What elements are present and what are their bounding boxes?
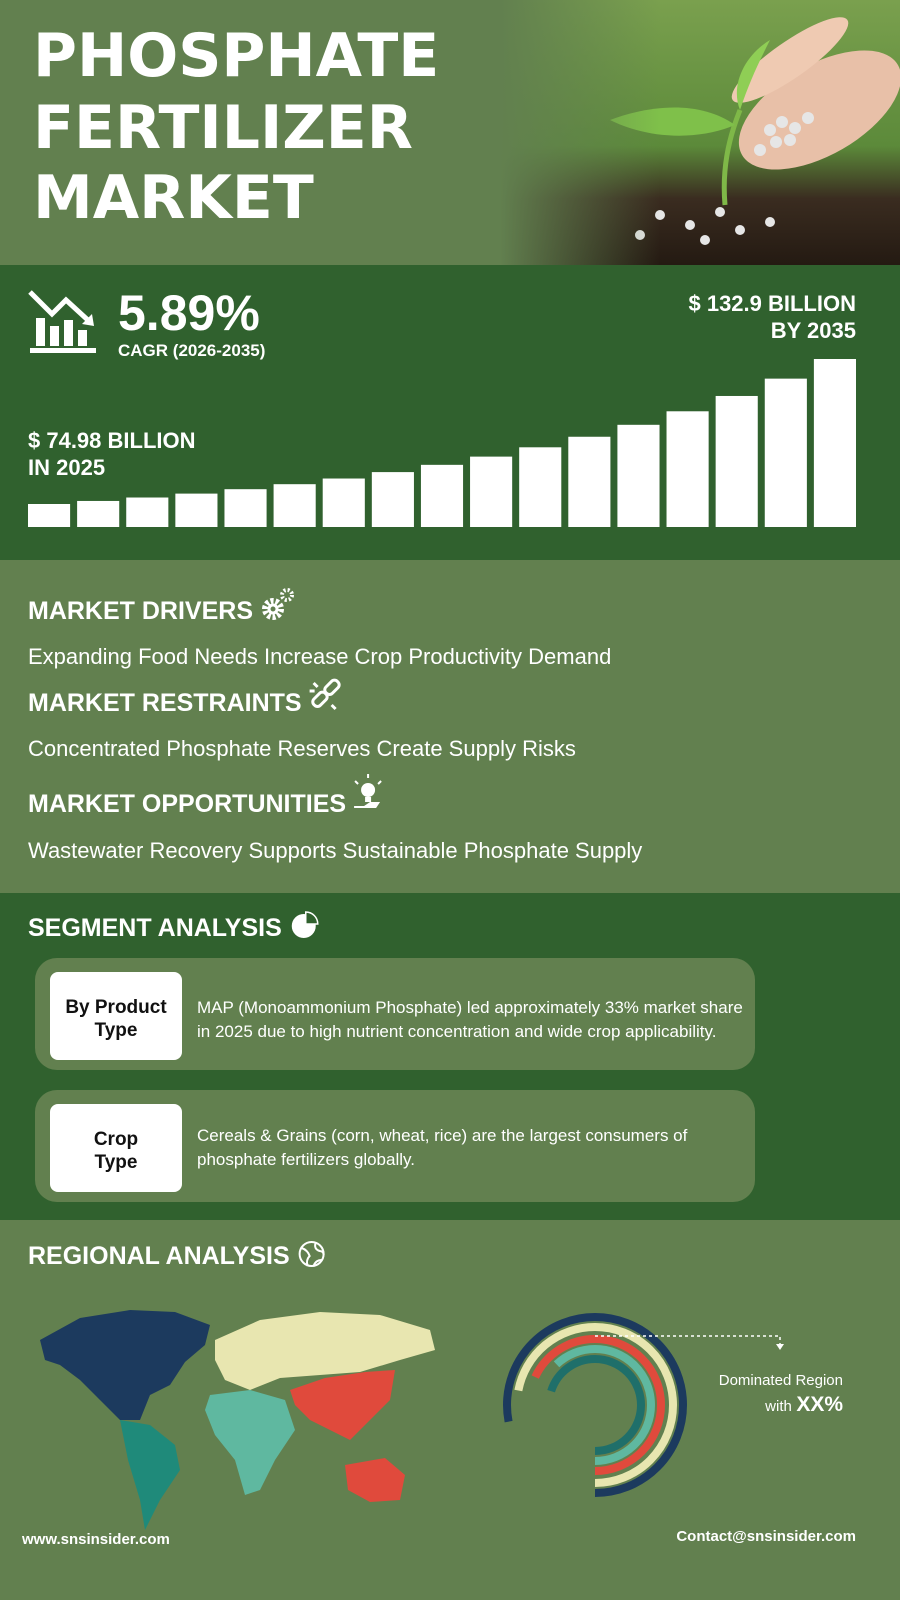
section-text: Expanding Food Needs Increase Crop Produ… [28,644,611,669]
growth-bar [224,489,267,527]
growth-bars [28,359,856,527]
cagr-label: CAGR (2026-2035) [118,341,265,360]
growth-bar [715,395,758,527]
photo-fade [500,0,660,265]
ring-arc [503,1313,687,1497]
dynamics-bg [0,560,900,893]
growth-bar [371,472,414,527]
growth-bar [666,411,709,527]
gears-icon [262,588,295,620]
segment-card [35,958,755,1070]
ring-arc [545,1355,645,1455]
section-heading: MARKET RESTRAINTS [28,689,302,717]
title-line: FERTILIZER [33,93,413,163]
regional-bg [0,1220,900,1600]
growth-bar [764,378,807,527]
pointer-arrow [776,1344,784,1350]
pie-icon [291,911,319,938]
section-heading: REGIONAL ANALYSIS [28,1242,290,1270]
start-year: IN 2025 [28,455,105,480]
segment-label: Crop [94,1129,138,1150]
segment-label: By Product [65,997,167,1018]
world-map [40,1310,435,1530]
section-heading: MARKET DRIVERS [28,597,253,625]
growth-bar [175,493,218,527]
region-note-line: with XX% [764,1393,843,1416]
leaf [736,40,770,110]
chart-icon [28,290,96,353]
ring-arc [513,1323,677,1487]
section-text: Concentrated Phosphate Reserves Create S… [28,736,576,761]
region-share: XX% [796,1393,843,1416]
title-line: PHOSPHATE [33,21,439,91]
idea-icon [354,774,382,808]
start-value: $ 74.98 BILLION [28,428,196,453]
growth-bar [568,436,611,527]
contact: Contact@snsinsider.com [676,1528,856,1545]
segment-label: Type [95,1020,138,1041]
growth-bar [617,424,660,527]
broken-link-icon [309,678,341,711]
pointer-line [595,1335,781,1345]
globe-icon [298,1241,325,1267]
end-value: $ 132.9 BILLION [688,291,856,316]
segment-text: phosphate fertilizers globally. [197,1150,415,1169]
growth-bar [813,359,856,527]
region-rings [503,1313,687,1497]
section-text: Wastewater Recovery Supports Sustainable… [28,838,642,863]
website: www.snsinsider.com [21,1531,170,1548]
section-heading: SEGMENT ANALYSIS [28,914,282,942]
growth-bar [519,447,562,527]
sprout-stem [721,109,743,206]
region-note: Dominated Region [719,1372,843,1389]
growth-bar [322,478,365,527]
growth-bar [28,504,71,527]
growth-bar [470,456,513,527]
segment-label: Type [95,1152,138,1173]
growth-bar [420,464,464,527]
segment-text: in 2025 due to high nutrient concentrati… [197,1022,716,1041]
segment-card [35,1090,755,1202]
section-heading: MARKET OPPORTUNITIES [28,790,346,818]
growth-bar [126,497,169,527]
ring-arc [535,1345,655,1465]
region-note: with [764,1398,792,1415]
growth-bar [273,484,316,527]
segment-text: MAP (Monoammonium Phosphate) led approxi… [197,998,743,1017]
segment-label-box [50,1104,182,1192]
growth-bar [77,500,120,527]
title-line: MARKET [33,163,314,233]
finger [731,17,849,103]
cagr-value: 5.89% [118,285,260,341]
segment-text: Cereals & Grains (corn, wheat, rice) are… [197,1126,688,1145]
end-year: BY 2035 [771,318,856,343]
segment-label-box [50,972,182,1060]
ring-arc [525,1335,665,1475]
